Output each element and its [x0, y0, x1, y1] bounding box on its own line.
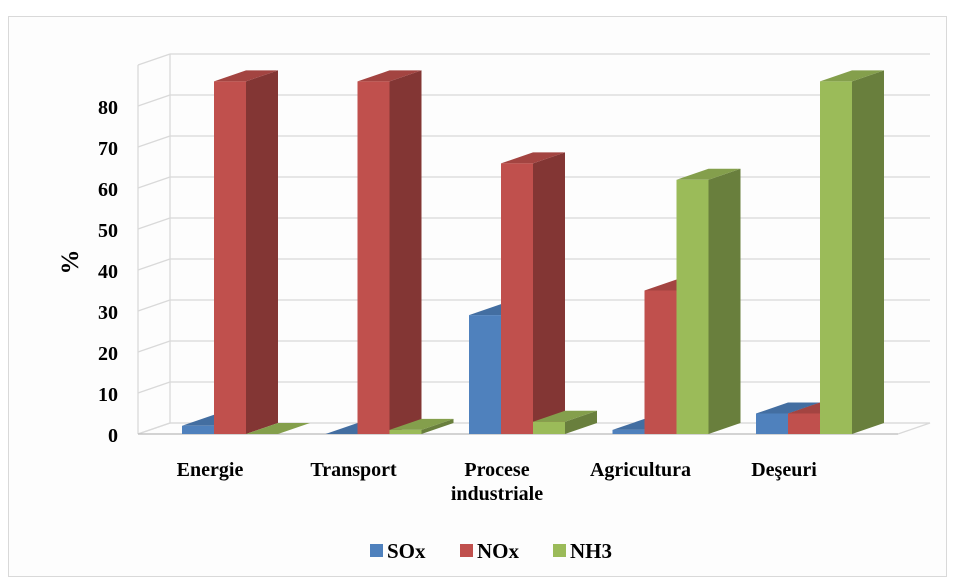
- bar-nh3: [246, 423, 310, 434]
- gridline-side: [137, 299, 171, 312]
- legend-swatch: [370, 544, 383, 557]
- bar-side: [708, 168, 741, 435]
- y-tick-label: 0: [108, 425, 118, 447]
- y-tick-label: 10: [98, 384, 118, 406]
- y-tick-label: 30: [98, 302, 118, 324]
- legend-swatch: [460, 544, 473, 557]
- bar-top: [501, 152, 565, 164]
- y-tick-label: 20: [98, 343, 118, 365]
- bar-front: [644, 290, 677, 434]
- bar-side: [852, 70, 884, 435]
- bar-top: [533, 410, 597, 422]
- bar-nh3: [676, 168, 741, 435]
- bar-front: [756, 413, 788, 434]
- bar-nox: [501, 152, 565, 434]
- y-tick-label: 80: [98, 97, 118, 119]
- chart-frame: [8, 16, 947, 577]
- gridline-side: [137, 176, 171, 189]
- bar-top: [756, 402, 820, 414]
- bar-nh3: [389, 418, 454, 434]
- bar-front: [501, 163, 533, 434]
- gridline-side: [137, 381, 171, 394]
- gridline-side: [137, 53, 171, 66]
- x-tick-label: Transport: [310, 459, 397, 481]
- x-tick-label: Energie: [177, 459, 244, 481]
- bar-top: [389, 418, 454, 430]
- bar-front: [182, 425, 214, 434]
- bar-top: [214, 70, 278, 82]
- bar-front: [469, 315, 501, 434]
- legend-item-nox: NOx: [460, 539, 520, 563]
- legend-item-nh3: NH3: [553, 539, 612, 563]
- bar-nox: [214, 70, 278, 435]
- gridline-side: [137, 135, 171, 148]
- bar-front: [389, 429, 422, 434]
- legend: SOx NOx NH3: [370, 539, 612, 563]
- y-tick-label: 60: [98, 179, 118, 201]
- bar-front: [214, 81, 246, 435]
- bar-front: [676, 179, 709, 434]
- bar-side: [533, 152, 565, 434]
- y-axis-title: %: [57, 250, 84, 275]
- gridline-side: [137, 217, 171, 230]
- legend-swatch: [553, 544, 566, 557]
- y-axis: 0 10 20 30 40 50 60 70 80: [98, 97, 118, 447]
- bar-side: [389, 70, 422, 435]
- x-tick-label: Deşeuri: [751, 459, 817, 481]
- gridline-side: [137, 94, 171, 107]
- x-tick-label: industriale: [451, 483, 543, 505]
- bar-front: [533, 421, 565, 434]
- bar-nh3: [533, 410, 597, 434]
- bar-nh3: [820, 70, 884, 435]
- bar-front: [820, 81, 852, 435]
- bar-top: [357, 70, 422, 82]
- y-tick-label: 40: [98, 261, 118, 283]
- bar-top: [246, 423, 310, 434]
- bar-nox: [357, 70, 422, 435]
- y-tick-label: 50: [98, 220, 118, 242]
- bar-top: [820, 70, 884, 82]
- bar-side: [421, 418, 454, 434]
- bar-top: [676, 168, 741, 180]
- x-tick-label: Agricultura: [590, 459, 691, 481]
- legend-label: SOx: [387, 539, 426, 563]
- gridline-side: [137, 340, 171, 353]
- bar-front: [357, 81, 390, 435]
- x-tick-label: Procese: [464, 459, 529, 481]
- legend-item-sox: SOx: [370, 539, 426, 563]
- y-tick-label: 70: [98, 138, 118, 160]
- bar-front: [612, 429, 645, 434]
- bar-front: [788, 413, 820, 434]
- bars: [182, 70, 884, 435]
- legend-label: NOx: [477, 539, 520, 563]
- gridline-side: [137, 258, 171, 271]
- bar-side: [565, 410, 597, 434]
- legend-label: NH3: [570, 539, 612, 563]
- bar-side: [246, 70, 278, 435]
